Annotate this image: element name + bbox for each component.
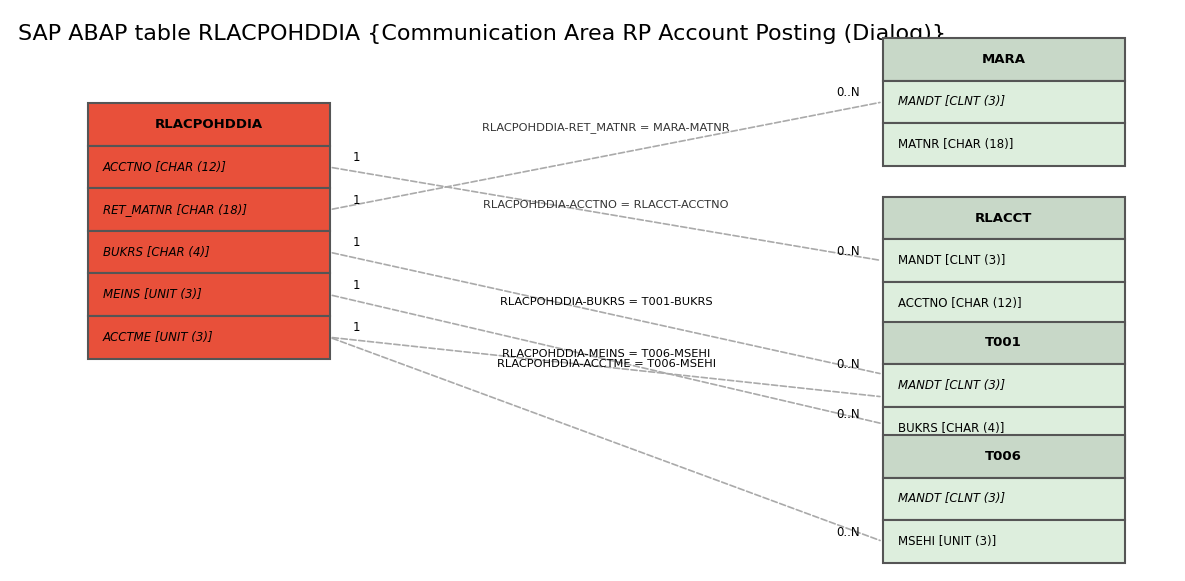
FancyBboxPatch shape — [883, 435, 1125, 478]
Text: 0..N: 0..N — [837, 86, 859, 99]
Text: 1: 1 — [353, 279, 360, 292]
FancyBboxPatch shape — [883, 38, 1125, 81]
Text: RET_MATNR [CHAR (18)]: RET_MATNR [CHAR (18)] — [103, 203, 246, 216]
Text: MANDT [CLNT (3)]: MANDT [CLNT (3)] — [898, 254, 1005, 267]
FancyBboxPatch shape — [88, 188, 329, 231]
Text: 0..N: 0..N — [837, 526, 859, 539]
FancyBboxPatch shape — [88, 274, 329, 316]
Text: RLACPOHDDIA-ACCTNO = RLACCT-ACCTNO: RLACPOHDDIA-ACCTNO = RLACCT-ACCTNO — [483, 200, 729, 210]
FancyBboxPatch shape — [883, 81, 1125, 123]
Text: T006: T006 — [985, 450, 1023, 463]
Text: MATNR [CHAR (18)]: MATNR [CHAR (18)] — [898, 138, 1013, 151]
Text: 0..N: 0..N — [837, 245, 859, 258]
Text: 0..N: 0..N — [837, 358, 859, 371]
Text: 1: 1 — [353, 236, 360, 249]
Text: SAP ABAP table RLACPOHDDIA {Communication Area RP Account Posting (Dialog)}: SAP ABAP table RLACPOHDDIA {Communicatio… — [19, 24, 947, 44]
Text: RLACPOHDDIA-RET_MATNR = MARA-MATNR: RLACPOHDDIA-RET_MATNR = MARA-MATNR — [482, 122, 730, 133]
FancyBboxPatch shape — [88, 103, 329, 146]
Text: BUKRS [CHAR (4)]: BUKRS [CHAR (4)] — [898, 422, 1004, 435]
Text: MARA: MARA — [981, 53, 1026, 66]
Text: RLACPOHDDIA-BUKRS = T001-BUKRS: RLACPOHDDIA-BUKRS = T001-BUKRS — [500, 297, 712, 307]
FancyBboxPatch shape — [883, 478, 1125, 520]
Text: MANDT [CLNT (3)]: MANDT [CLNT (3)] — [898, 95, 1005, 109]
FancyBboxPatch shape — [883, 123, 1125, 166]
Text: MANDT [CLNT (3)]: MANDT [CLNT (3)] — [898, 379, 1005, 392]
Text: ACCTME [UNIT (3)]: ACCTME [UNIT (3)] — [103, 331, 213, 344]
FancyBboxPatch shape — [883, 322, 1125, 364]
Text: MANDT [CLNT (3)]: MANDT [CLNT (3)] — [898, 493, 1005, 505]
FancyBboxPatch shape — [883, 197, 1125, 239]
Text: RLACPOHDDIA-ACCTME = T006-MSEHI: RLACPOHDDIA-ACCTME = T006-MSEHI — [497, 359, 716, 369]
Text: RLACPOHDDIA: RLACPOHDDIA — [154, 118, 263, 131]
Text: ACCTNO [CHAR (12)]: ACCTNO [CHAR (12)] — [898, 297, 1021, 310]
FancyBboxPatch shape — [88, 316, 329, 358]
Text: MSEHI [UNIT (3)]: MSEHI [UNIT (3)] — [898, 535, 995, 548]
Text: ACCTNO [CHAR (12)]: ACCTNO [CHAR (12)] — [103, 161, 226, 174]
FancyBboxPatch shape — [883, 282, 1125, 325]
FancyBboxPatch shape — [883, 520, 1125, 563]
FancyBboxPatch shape — [88, 231, 329, 274]
Text: 1: 1 — [353, 321, 360, 335]
FancyBboxPatch shape — [88, 146, 329, 188]
Text: T001: T001 — [985, 336, 1021, 349]
Text: BUKRS [CHAR (4)]: BUKRS [CHAR (4)] — [103, 246, 210, 259]
FancyBboxPatch shape — [883, 364, 1125, 407]
Text: 1: 1 — [353, 151, 360, 164]
FancyBboxPatch shape — [883, 407, 1125, 449]
Text: 1: 1 — [353, 194, 360, 207]
Text: RLACPOHDDIA-MEINS = T006-MSEHI: RLACPOHDDIA-MEINS = T006-MSEHI — [502, 349, 710, 358]
Text: 0..N: 0..N — [837, 408, 859, 421]
FancyBboxPatch shape — [883, 239, 1125, 282]
Text: RLACCT: RLACCT — [975, 211, 1032, 225]
Text: MEINS [UNIT (3)]: MEINS [UNIT (3)] — [103, 288, 201, 302]
